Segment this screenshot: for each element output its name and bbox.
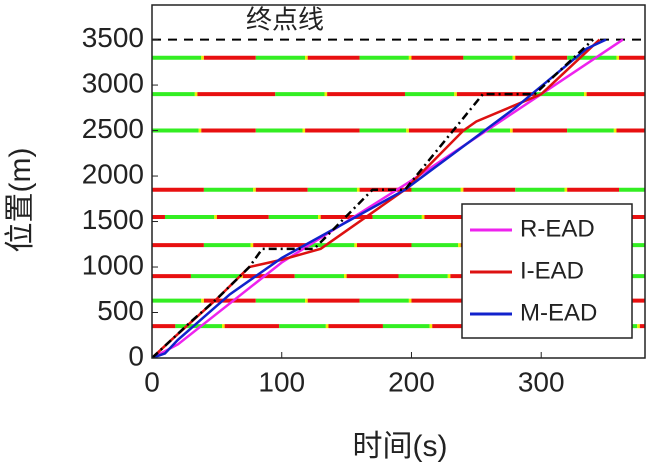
y-tick-label: 1500 <box>82 204 144 235</box>
x-tick-label: 300 <box>518 366 565 397</box>
legend-box <box>461 203 633 339</box>
finish-label: 终点线 <box>246 4 324 34</box>
x-tick-label: 100 <box>258 366 305 397</box>
y-tick-label: 3500 <box>82 22 144 53</box>
y-tick-label: 2500 <box>82 113 144 144</box>
legend-label: M-EAD <box>520 299 597 326</box>
plot-frame <box>151 4 646 359</box>
y-tick-label: 500 <box>97 295 144 326</box>
x-tick-label: 200 <box>388 366 435 397</box>
x-tick-label: 0 <box>144 366 160 397</box>
y-tick-label: 1000 <box>82 249 144 280</box>
series-line <box>152 38 594 358</box>
y-tick-label: 2000 <box>82 158 144 189</box>
y-tick-label: 3000 <box>82 67 144 98</box>
series-line <box>152 38 607 358</box>
y-axis-label: 位置(m) <box>4 148 37 253</box>
legend-label: I-EAD <box>520 257 584 284</box>
legend-label: R-EAD <box>520 215 595 242</box>
x-axis-label: 时间(s) <box>353 430 448 463</box>
y-tick-label: 0 <box>128 340 144 371</box>
